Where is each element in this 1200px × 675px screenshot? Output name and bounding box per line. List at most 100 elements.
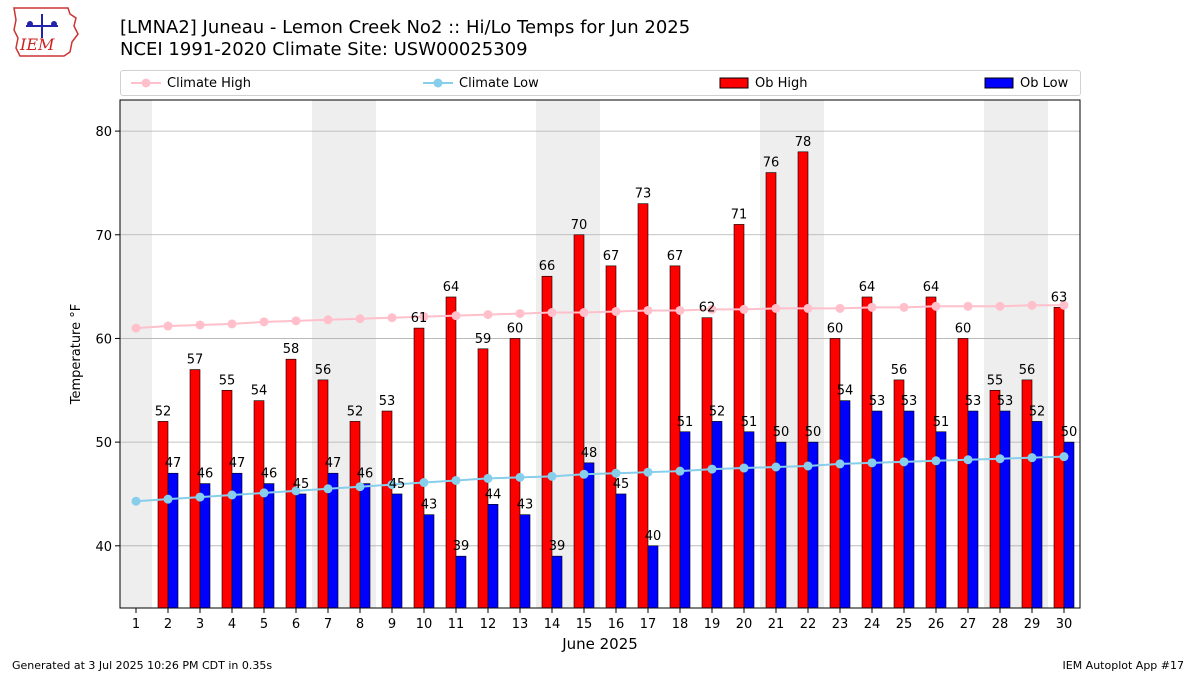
climate-low-point bbox=[611, 468, 621, 478]
x-tick-label: 18 bbox=[672, 617, 689, 632]
ob-low-bar bbox=[679, 431, 691, 609]
climate-high-point bbox=[579, 308, 589, 318]
legend-climate-high-label: Climate High bbox=[167, 75, 252, 91]
ob-low-bar bbox=[711, 421, 723, 609]
legend-ob-low-label: Ob Low bbox=[1020, 75, 1069, 91]
climate-high-point bbox=[707, 304, 717, 314]
climate-high-point bbox=[931, 301, 941, 311]
ob-low-bar bbox=[903, 410, 915, 609]
ob-low-label: 53 bbox=[869, 394, 886, 409]
ob-low-bar bbox=[743, 431, 755, 609]
ob-low-label: 50 bbox=[773, 425, 790, 440]
ob-low-label: 46 bbox=[261, 467, 278, 482]
climate-high-point bbox=[771, 303, 781, 313]
climate-low-point bbox=[483, 473, 493, 483]
ob-high-bar bbox=[669, 265, 681, 609]
ob-low-bar bbox=[167, 472, 179, 609]
climate-high-point bbox=[291, 316, 301, 326]
ob-low-label: 50 bbox=[805, 425, 822, 440]
ob-high-bar bbox=[637, 203, 649, 609]
ob-high-label: 67 bbox=[667, 249, 684, 264]
climate-low-point bbox=[707, 464, 717, 474]
ob-low-bar bbox=[839, 400, 851, 609]
ob-high-bar bbox=[605, 265, 617, 609]
ob-high-bar bbox=[765, 172, 777, 609]
ob-low-bar bbox=[583, 462, 595, 609]
ob-low-label: 43 bbox=[517, 498, 534, 513]
climate-low-point bbox=[195, 492, 205, 502]
ob-low-bar bbox=[295, 493, 307, 609]
ob-high-label: 56 bbox=[1019, 363, 1036, 378]
ob-low-bar bbox=[551, 555, 563, 609]
x-tick-label: 8 bbox=[356, 617, 364, 632]
ob-high-label: 62 bbox=[699, 301, 716, 316]
climate-low-point bbox=[547, 471, 557, 481]
x-tick-label: 27 bbox=[960, 617, 977, 632]
ob-high-bar bbox=[381, 410, 393, 609]
ob-high-label: 78 bbox=[795, 135, 812, 150]
ob-low-bar bbox=[967, 410, 979, 609]
climate-high-line bbox=[135, 304, 1064, 330]
ob-low-swatch-icon bbox=[984, 77, 1014, 89]
x-tick-label: 24 bbox=[864, 617, 881, 632]
climate-high-point bbox=[355, 314, 365, 324]
ob-high-label: 59 bbox=[475, 332, 492, 347]
climate-low-point bbox=[1059, 452, 1069, 462]
ob-low-bar bbox=[391, 493, 403, 609]
ob-high-label: 63 bbox=[1051, 290, 1068, 305]
x-tick-label: 11 bbox=[448, 617, 465, 632]
legend-climate-high: Climate High bbox=[131, 74, 251, 92]
x-tick-label: 17 bbox=[640, 617, 657, 632]
ob-low-label: 47 bbox=[165, 456, 182, 471]
ob-low-label: 46 bbox=[357, 467, 374, 482]
x-tick-label: 12 bbox=[480, 617, 497, 632]
climate-high-point bbox=[1027, 300, 1037, 310]
x-tick-label: 15 bbox=[576, 617, 593, 632]
ob-low-label: 44 bbox=[485, 487, 502, 502]
ob-low-label: 51 bbox=[741, 415, 758, 430]
ob-high-bar bbox=[317, 379, 329, 609]
title-line-2: NCEI 1991-2020 Climate Site: USW00025309 bbox=[120, 39, 528, 60]
ob-high-bar bbox=[957, 338, 969, 609]
x-tick-label: 30 bbox=[1056, 617, 1073, 632]
legend-ob-high-label: Ob High bbox=[755, 75, 808, 91]
ob-low-label: 52 bbox=[709, 404, 726, 419]
ob-high-label: 53 bbox=[379, 394, 396, 409]
ob-high-bar bbox=[797, 151, 809, 609]
ob-high-label: 56 bbox=[891, 363, 908, 378]
climate-low-point bbox=[803, 461, 813, 471]
ob-high-label: 64 bbox=[859, 280, 876, 295]
climate-low-point bbox=[387, 480, 397, 490]
x-tick-label: 5 bbox=[260, 617, 268, 632]
x-tick-label: 6 bbox=[292, 617, 300, 632]
ob-high-label: 57 bbox=[187, 353, 204, 368]
ob-high-bar bbox=[349, 421, 361, 609]
climate-low-point bbox=[451, 475, 461, 485]
x-tick-label: 4 bbox=[228, 617, 236, 632]
legend-ob-high: Ob High bbox=[719, 74, 808, 92]
ob-high-bar bbox=[541, 275, 553, 609]
weekend-band bbox=[120, 100, 152, 608]
ob-low-bar bbox=[359, 483, 371, 609]
ob-high-label: 64 bbox=[443, 280, 460, 295]
climate-high-point bbox=[963, 301, 973, 311]
climate-high-point bbox=[867, 302, 877, 312]
ob-low-label: 45 bbox=[613, 477, 630, 492]
climate-high-point bbox=[131, 323, 141, 333]
ob-high-bar bbox=[925, 296, 937, 609]
x-tick-label: 26 bbox=[928, 617, 945, 632]
ob-low-label: 45 bbox=[293, 477, 310, 492]
climate-low-point bbox=[899, 457, 909, 467]
climate-low-point bbox=[995, 454, 1005, 464]
ob-high-label: 56 bbox=[315, 363, 332, 378]
ob-low-label: 40 bbox=[645, 529, 662, 544]
climate-low-point bbox=[771, 462, 781, 472]
climate-low-line bbox=[135, 455, 1065, 503]
y-tick-label: 80 bbox=[95, 125, 112, 140]
ob-high-label: 52 bbox=[155, 404, 172, 419]
ob-low-bar bbox=[1031, 421, 1043, 609]
iem-logo: IEM bbox=[6, 4, 82, 60]
logo-text: IEM bbox=[19, 35, 55, 54]
ob-high-label: 71 bbox=[731, 207, 748, 222]
